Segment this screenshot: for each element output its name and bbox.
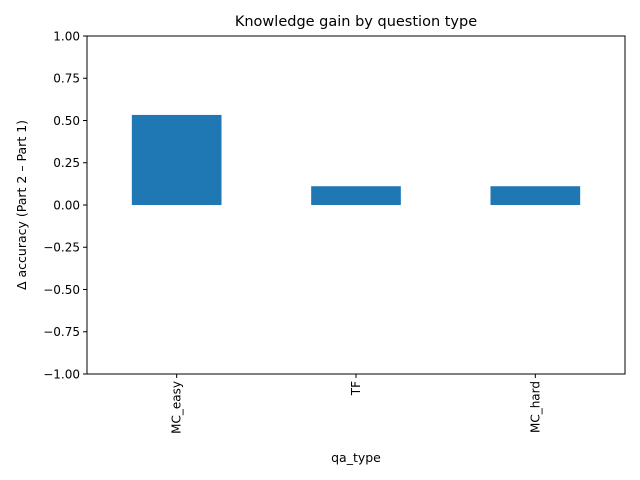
y-axis-label: Δ accuracy (Part 2 – Part 1) bbox=[14, 120, 29, 290]
x-axis-label: qa_type bbox=[331, 450, 381, 465]
x-axis-ticks: MC_easy TF MC_hard bbox=[170, 374, 542, 434]
y-tick-label: −0.75 bbox=[43, 325, 80, 339]
x-tick-label: TF bbox=[349, 381, 363, 396]
y-tick-label: 0.75 bbox=[53, 72, 80, 86]
y-tick-label: −0.50 bbox=[43, 283, 80, 297]
y-tick-label: −0.25 bbox=[43, 241, 80, 255]
bar-MC_easy bbox=[131, 114, 222, 205]
bar-MC_hard bbox=[490, 186, 581, 205]
bars-group bbox=[131, 114, 581, 205]
bar-TF bbox=[311, 186, 401, 205]
y-axis-ticks: −1.00 −0.75 −0.50 −0.25 0.00 0.25 0.50 0.75 1.00 bbox=[43, 29, 87, 381]
chart-title: Knowledge gain by question type bbox=[235, 14, 477, 30]
y-tick-label: 0.50 bbox=[53, 114, 80, 128]
x-tick-label: MC_hard bbox=[528, 381, 542, 433]
x-tick-label: MC_easy bbox=[170, 381, 184, 434]
y-tick-label: 0.00 bbox=[53, 198, 80, 212]
y-tick-label: −1.00 bbox=[43, 367, 80, 381]
y-tick-label: 0.25 bbox=[53, 156, 80, 170]
y-tick-label: 1.00 bbox=[53, 29, 80, 43]
plot-area-frame bbox=[86, 35, 626, 375]
